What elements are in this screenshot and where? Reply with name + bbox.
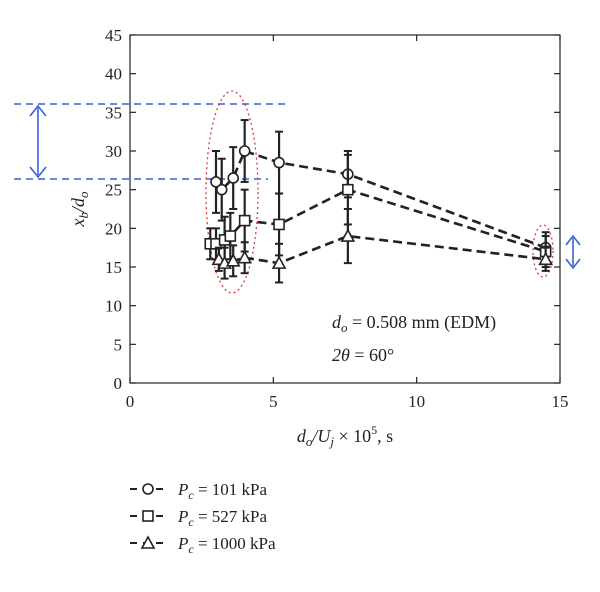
series-1-point-3 <box>224 230 237 242</box>
highlight-ellipse-right <box>532 224 554 278</box>
series-0-point-1 <box>215 183 228 196</box>
legend-entry-1: Pc = 527 kPa <box>130 507 268 529</box>
x-axis-title: do/Uj × 105, s <box>297 423 393 449</box>
y-tick-label-7: 35 <box>105 103 122 122</box>
y-tick-label-0: 0 <box>114 374 123 393</box>
x-tick-label-1: 5 <box>269 392 278 411</box>
y-tick-label-4: 20 <box>105 219 122 238</box>
x-tick-label-0: 0 <box>126 392 135 411</box>
legend-entry-0: Pc = 101 kPa <box>130 480 268 502</box>
legend-entry-0-marker <box>142 483 154 495</box>
x-tick-label-2: 10 <box>408 392 425 411</box>
series-2-point-5 <box>340 228 356 242</box>
range-arrow-right-bottom-head <box>565 258 581 270</box>
y-tick-label-6: 30 <box>105 142 122 161</box>
series-2-point-3 <box>237 250 253 264</box>
series-2-line <box>218 234 546 265</box>
range-arrow-left-top-head <box>29 104 47 117</box>
legend: Pc = 101 kPa Pc = 527 kPa Pc = 1000 kPa <box>130 480 276 556</box>
y-tick-label-3: 15 <box>105 258 122 277</box>
range-arrow-left-bottom-head <box>29 166 47 179</box>
range-arrow-right-top-head <box>565 234 581 246</box>
annotation-1: 2θ = 60° <box>332 345 394 365</box>
axes: 0 5 10 15 0 5 10 15 20 25 30 35 40 45 <box>105 26 569 411</box>
series-0-point-2 <box>227 172 239 184</box>
series-2 <box>211 208 554 284</box>
y-tick-label-5: 25 <box>105 181 122 200</box>
series-1-point-6 <box>342 183 354 196</box>
series-1-line <box>210 188 547 253</box>
legend-entry-2: Pc = 1000 kPa <box>130 534 276 556</box>
legend-entry-1-marker <box>142 510 154 522</box>
plot-frame <box>129 34 561 384</box>
y-tick-label-9: 45 <box>105 26 122 45</box>
legend-entry-2-label: Pc = 1000 kPa <box>177 534 276 556</box>
legend-entry-0-label: Pc = 101 kPa <box>177 480 268 502</box>
y-tick-label-1: 5 <box>114 335 123 354</box>
annotation-0: do = 0.508 mm (EDM) <box>332 312 496 335</box>
x-tick-label-3: 15 <box>552 392 569 411</box>
highlight-ellipse-left <box>205 90 259 294</box>
series-2-point-6 <box>538 251 554 266</box>
series-1 <box>204 153 552 268</box>
overlay-annotations <box>14 90 581 294</box>
series-2-point-4 <box>271 255 287 269</box>
series-0 <box>210 119 552 265</box>
y-tick-label-8: 40 <box>105 65 122 84</box>
legend-entry-2-marker <box>140 535 156 549</box>
series-1-point-4 <box>238 214 251 227</box>
plot-area <box>129 34 561 384</box>
series-2-point-2 <box>225 253 241 267</box>
series-0-point-3 <box>238 145 251 157</box>
series-1-point-5 <box>273 218 285 231</box>
y-tick-label-2: 10 <box>105 297 122 316</box>
series-0-point-4 <box>273 156 285 169</box>
y-axis-title: xb/do <box>68 191 91 228</box>
chart-text: do/Uj × 105, s xb/do do = 0.508 mm (EDM) 2θ… <box>68 191 496 449</box>
data-series <box>204 119 554 284</box>
legend-entry-1-label: Pc = 527 kPa <box>177 507 268 529</box>
